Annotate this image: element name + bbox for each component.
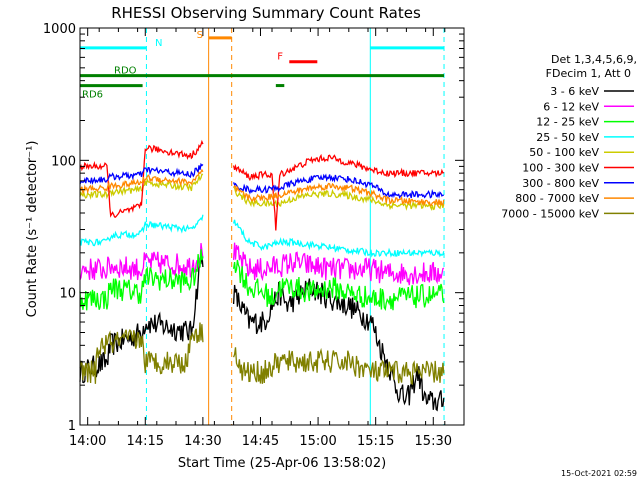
legend-label-4: 50 - 100 keV — [529, 146, 599, 159]
x-tick-label-1: 14:15 — [127, 434, 164, 449]
x-tick-label-3: 14:45 — [242, 434, 279, 449]
series-line-3-b — [232, 219, 445, 258]
x-tick-label-6: 15:30 — [415, 434, 452, 449]
legend-header-line-1: Det 1,3,4,5,6,9, — [551, 53, 637, 66]
flag-label-rdo: RDO — [114, 66, 137, 77]
series-line-8-a — [79, 322, 204, 384]
legend-header-line-2: FDecim 1, Att 0 — [546, 67, 631, 80]
series-line-6-b — [233, 173, 444, 199]
y-tick-label-2: 100 — [51, 154, 76, 169]
series-line-6-a — [79, 162, 204, 186]
legend-label-7: 800 - 7000 keV — [515, 192, 599, 205]
x-axis-label: Start Time (25-Apr-06 13:58:02) — [178, 456, 386, 471]
render-timestamp: 15-Oct-2021 02:59 — [561, 469, 637, 478]
legend-label-6: 300 - 800 keV — [522, 177, 599, 190]
series-line-2-b — [232, 259, 445, 312]
flag-label-rd6: RD6 — [82, 90, 103, 101]
series-line-8-b — [232, 347, 445, 386]
x-tick-label-2: 14:30 — [184, 434, 221, 449]
series-line-0-b — [232, 278, 445, 412]
y-axis-label: Count Rate (s⁻¹ detector⁻¹) — [25, 141, 40, 318]
y-tick-label-1: 10 — [59, 287, 76, 302]
legend-label-8: 7000 - 15000 keV — [501, 207, 599, 220]
series-line-5-b — [232, 153, 445, 231]
legend-label-2: 12 - 25 keV — [536, 116, 599, 129]
series-line-3-a — [79, 214, 204, 247]
legend-label-1: 6 - 12 keV — [543, 100, 599, 113]
legend-label-3: 25 - 50 keV — [536, 131, 599, 144]
series-lines — [79, 139, 445, 412]
y-tick-label-0: 1 — [68, 419, 76, 434]
x-tick-label-4: 15:00 — [299, 434, 336, 449]
series-line-7-a — [79, 168, 204, 195]
flag-bars: N S F RDO RD6 — [80, 30, 445, 101]
chart-title: RHESSI Observing Summary Count Rates — [111, 4, 421, 22]
x-tick-label-0: 14:00 — [69, 434, 106, 449]
series-line-7-b — [233, 182, 445, 208]
flag-label-s: S — [197, 30, 203, 41]
series-line-4-a — [79, 173, 204, 200]
legend: Det 1,3,4,5,6,9, FDecim 1, Att 0 3 - 6 k… — [501, 53, 637, 220]
series-line-2-a — [79, 249, 204, 311]
x-tick-label-5: 15:15 — [357, 434, 394, 449]
flag-label-f: F — [277, 52, 283, 63]
series-line-5-a — [79, 139, 204, 218]
y-tick-label-3: 1000 — [43, 22, 76, 37]
axis-ticks: 14:00 14:15 14:30 14:45 15:00 15:15 15:30 1 10 10… — [43, 22, 465, 449]
legend-label-5: 100 - 300 keV — [522, 162, 599, 175]
series-line-4-b — [233, 186, 445, 212]
legend-label-0: 3 - 6 keV — [550, 85, 599, 98]
series-line-1-b — [232, 242, 445, 286]
flag-label-n: N — [155, 38, 162, 49]
